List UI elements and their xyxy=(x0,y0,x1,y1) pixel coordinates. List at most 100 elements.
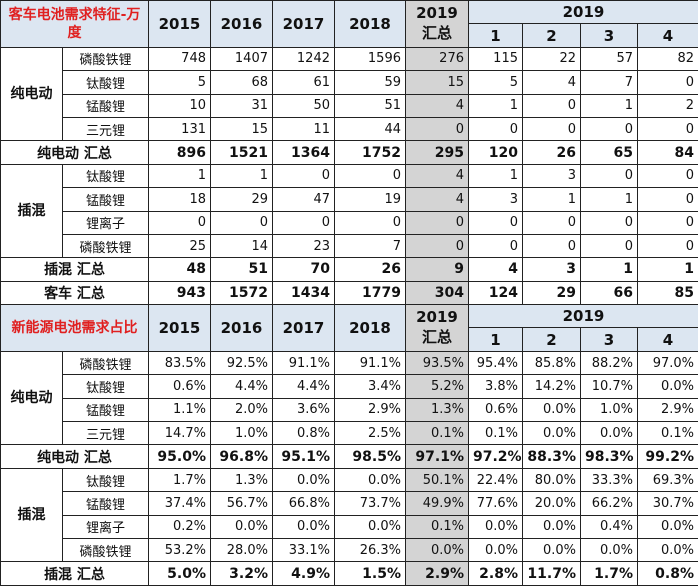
total-value: 51 xyxy=(211,258,273,281)
year-header: 2018 xyxy=(335,305,406,352)
cell-value: 0 xyxy=(581,234,638,257)
cell-value: 0.1% xyxy=(469,422,523,445)
total-value: 4 xyxy=(469,258,523,281)
cell-value: 51 xyxy=(335,94,406,117)
cell-value: 77.6% xyxy=(469,492,523,515)
total-value: 1 xyxy=(581,258,638,281)
cell-value: 0.0% xyxy=(581,422,638,445)
cell-value: 5 xyxy=(149,71,211,94)
cell-value: 26.3% xyxy=(335,538,406,561)
cell-value: 3 xyxy=(523,164,581,187)
group-label: 纯电动 xyxy=(1,47,63,141)
quarter-header: 2 xyxy=(523,328,581,351)
grand-total-value: 1779 xyxy=(335,281,406,304)
cell-value: 0.0% xyxy=(581,538,638,561)
cell-value: 28.0% xyxy=(211,538,273,561)
cell-value: 88.2% xyxy=(581,351,638,374)
section-title: 客车电池需求特征-万度 xyxy=(1,1,149,48)
cell-value: 0.0% xyxy=(523,398,581,421)
cell-value: 15 xyxy=(211,117,273,140)
grand-total-value: 29 xyxy=(523,281,581,304)
cell-value: 0.4% xyxy=(581,515,638,538)
cell-value: 93.5% xyxy=(406,351,469,374)
cell-value: 1 xyxy=(469,94,523,117)
cell-value: 31 xyxy=(211,94,273,117)
cell-value: 0.8% xyxy=(273,422,335,445)
cell-value: 66.2% xyxy=(581,492,638,515)
year-header: 2018 xyxy=(335,1,406,48)
cell-value: 83.5% xyxy=(149,351,211,374)
cell-value: 14 xyxy=(211,234,273,257)
cell-value: 47 xyxy=(273,188,335,211)
grand-total-value: 1572 xyxy=(211,281,273,304)
total-label: 插混 汇总 xyxy=(1,562,149,585)
cell-value: 10 xyxy=(149,94,211,117)
row-label: 磷酸铁锂 xyxy=(63,351,149,374)
cell-value: 5.2% xyxy=(406,375,469,398)
cell-value: 0.0% xyxy=(523,538,581,561)
cell-value: 69.3% xyxy=(638,468,698,491)
total-value: 3 xyxy=(523,258,581,281)
cell-value: 0 xyxy=(638,211,698,234)
cell-value: 0.2% xyxy=(149,515,211,538)
cell-value: 25 xyxy=(149,234,211,257)
row-label: 磷酸铁锂 xyxy=(63,234,149,257)
cell-value: 30.7% xyxy=(638,492,698,515)
cell-value: 1.3% xyxy=(406,398,469,421)
row-label: 钛酸锂 xyxy=(63,71,149,94)
quarter-header: 3 xyxy=(581,24,638,47)
year-header: 2017 xyxy=(273,1,335,48)
cell-value: 0 xyxy=(523,117,581,140)
cell-value: 10.7% xyxy=(581,375,638,398)
cell-value: 19 xyxy=(335,188,406,211)
cell-value: 0.0% xyxy=(523,515,581,538)
cell-value: 97.0% xyxy=(638,351,698,374)
grand-total-label: 客车 汇总 xyxy=(1,281,149,304)
cell-value: 0 xyxy=(638,188,698,211)
row-label: 钛酸锂 xyxy=(63,468,149,491)
cell-value: 1.3% xyxy=(211,468,273,491)
year-header: 2015 xyxy=(149,305,211,352)
cell-value: 1.0% xyxy=(211,422,273,445)
cell-value: 66.8% xyxy=(273,492,335,515)
cell-value: 0.0% xyxy=(638,375,698,398)
cell-value: 37.4% xyxy=(149,492,211,515)
total-value: 1.5% xyxy=(335,562,406,585)
total-value: 26 xyxy=(523,141,581,164)
cell-value: 0.0% xyxy=(406,538,469,561)
cell-value: 0.6% xyxy=(149,375,211,398)
cell-value: 7 xyxy=(581,71,638,94)
cell-value: 1.7% xyxy=(149,468,211,491)
cell-value: 0.0% xyxy=(273,515,335,538)
grand-total-value: 1434 xyxy=(273,281,335,304)
cell-value: 0.0% xyxy=(335,515,406,538)
cell-value: 0 xyxy=(335,211,406,234)
cell-value: 131 xyxy=(149,117,211,140)
cell-value: 115 xyxy=(469,47,523,70)
cell-value: 4.4% xyxy=(273,375,335,398)
year-header: 2015 xyxy=(149,1,211,48)
cell-value: 44 xyxy=(335,117,406,140)
cell-value: 3 xyxy=(469,188,523,211)
grand-total-value: 304 xyxy=(406,281,469,304)
total-value: 1.7% xyxy=(581,562,638,585)
cell-value: 0 xyxy=(335,164,406,187)
summary-year: 2019 xyxy=(410,4,464,22)
total-label: 纯电动 汇总 xyxy=(1,141,149,164)
summary-year: 2019 xyxy=(410,308,464,326)
grand-total-value: 85 xyxy=(638,281,698,304)
cell-value: 56.7% xyxy=(211,492,273,515)
cell-value: 73.7% xyxy=(335,492,406,515)
cell-value: 15 xyxy=(406,71,469,94)
cell-value: 0.0% xyxy=(469,538,523,561)
total-value: 4.9% xyxy=(273,562,335,585)
cell-value: 3.6% xyxy=(273,398,335,421)
